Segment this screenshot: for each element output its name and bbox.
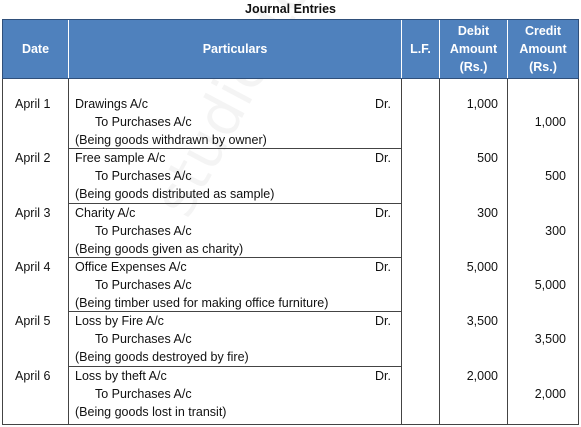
entry-divider xyxy=(68,148,401,149)
credit-account: To Purchases A/c xyxy=(95,224,192,238)
dr-marker: Dr. xyxy=(375,151,391,165)
table-header: Date Particulars L.F. Debit Amount (Rs.)… xyxy=(2,19,579,79)
credit-account: To Purchases A/c xyxy=(95,278,192,292)
debit-amount: 3,500 xyxy=(466,314,498,328)
debit-account: Loss by theft A/c xyxy=(75,369,167,383)
header-particulars: Particulars xyxy=(69,20,402,78)
narration: (Being goods given as charity) xyxy=(75,242,244,256)
dr-marker: Dr. xyxy=(375,97,391,111)
credit-amount: 300 xyxy=(545,224,566,238)
debit-account: Charity A/c xyxy=(75,206,136,220)
credit-account: To Purchases A/c xyxy=(95,387,192,401)
entry-date: April 4 xyxy=(15,260,51,274)
column-divider xyxy=(507,79,508,424)
entry-date: April 3 xyxy=(15,206,51,220)
entry-divider xyxy=(68,203,401,204)
credit-amount: 5,000 xyxy=(534,278,566,292)
header-credit: Credit Amount (Rs.) xyxy=(519,24,567,74)
table-border-left xyxy=(2,79,3,424)
debit-account: Free sample A/c xyxy=(75,151,166,165)
header-debit: Debit Amount (Rs.) xyxy=(440,20,508,78)
narration: (Being goods withdrawn by owner) xyxy=(75,133,267,147)
column-divider xyxy=(68,79,69,424)
table-border-right xyxy=(578,79,579,424)
credit-amount: 2,000 xyxy=(534,387,566,401)
debit-amount: 500 xyxy=(477,151,498,165)
dr-marker: Dr. xyxy=(375,314,391,328)
debit-amount: 5,000 xyxy=(466,260,498,274)
entry-date: April 1 xyxy=(15,97,51,111)
credit-account: To Purchases A/c xyxy=(95,115,192,129)
entry-divider xyxy=(68,366,401,367)
entry-date: April 2 xyxy=(15,151,51,165)
credit-amount: 500 xyxy=(545,169,566,183)
column-divider xyxy=(439,79,440,424)
credit-account: To Purchases A/c xyxy=(95,332,192,346)
credit-account: To Purchases A/c xyxy=(95,169,192,183)
narration: (Being timber used for making office fur… xyxy=(75,296,329,310)
debit-account: Loss by Fire A/c xyxy=(75,314,164,328)
header-date: Date xyxy=(3,20,69,78)
entry-divider xyxy=(68,257,401,258)
credit-amount: 1,000 xyxy=(534,115,566,129)
dr-marker: Dr. xyxy=(375,206,391,220)
debit-amount: 300 xyxy=(477,206,498,220)
entry-date: April 5 xyxy=(15,314,51,328)
debit-account: Office Expenses A/c xyxy=(75,260,187,274)
narration: (Being goods destroyed by fire) xyxy=(75,350,249,364)
entry-divider xyxy=(68,311,401,312)
dr-marker: Dr. xyxy=(375,369,391,383)
debit-account: Drawings A/c xyxy=(75,97,148,111)
dr-marker: Dr. xyxy=(375,260,391,274)
debit-amount: 1,000 xyxy=(466,97,498,111)
narration: (Being goods distributed as sample) xyxy=(75,187,275,201)
narration: (Being goods lost in transit) xyxy=(75,405,227,419)
column-divider xyxy=(401,79,402,424)
entry-date: April 6 xyxy=(15,369,51,383)
page-title: Journal Entries xyxy=(245,2,336,16)
debit-amount: 2,000 xyxy=(466,369,498,383)
table-border-bottom xyxy=(2,424,579,425)
credit-amount: 3,500 xyxy=(534,332,566,346)
header-lf: L.F. xyxy=(402,20,440,78)
